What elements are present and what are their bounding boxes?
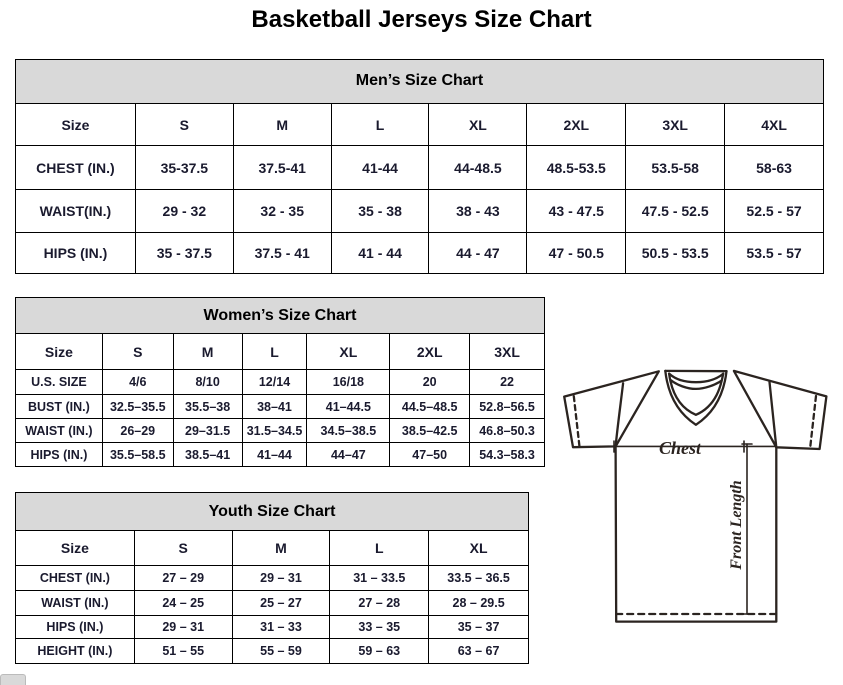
svg-text:Chest: Chest	[659, 438, 702, 458]
svg-text:Front Length: Front Length	[728, 480, 745, 570]
